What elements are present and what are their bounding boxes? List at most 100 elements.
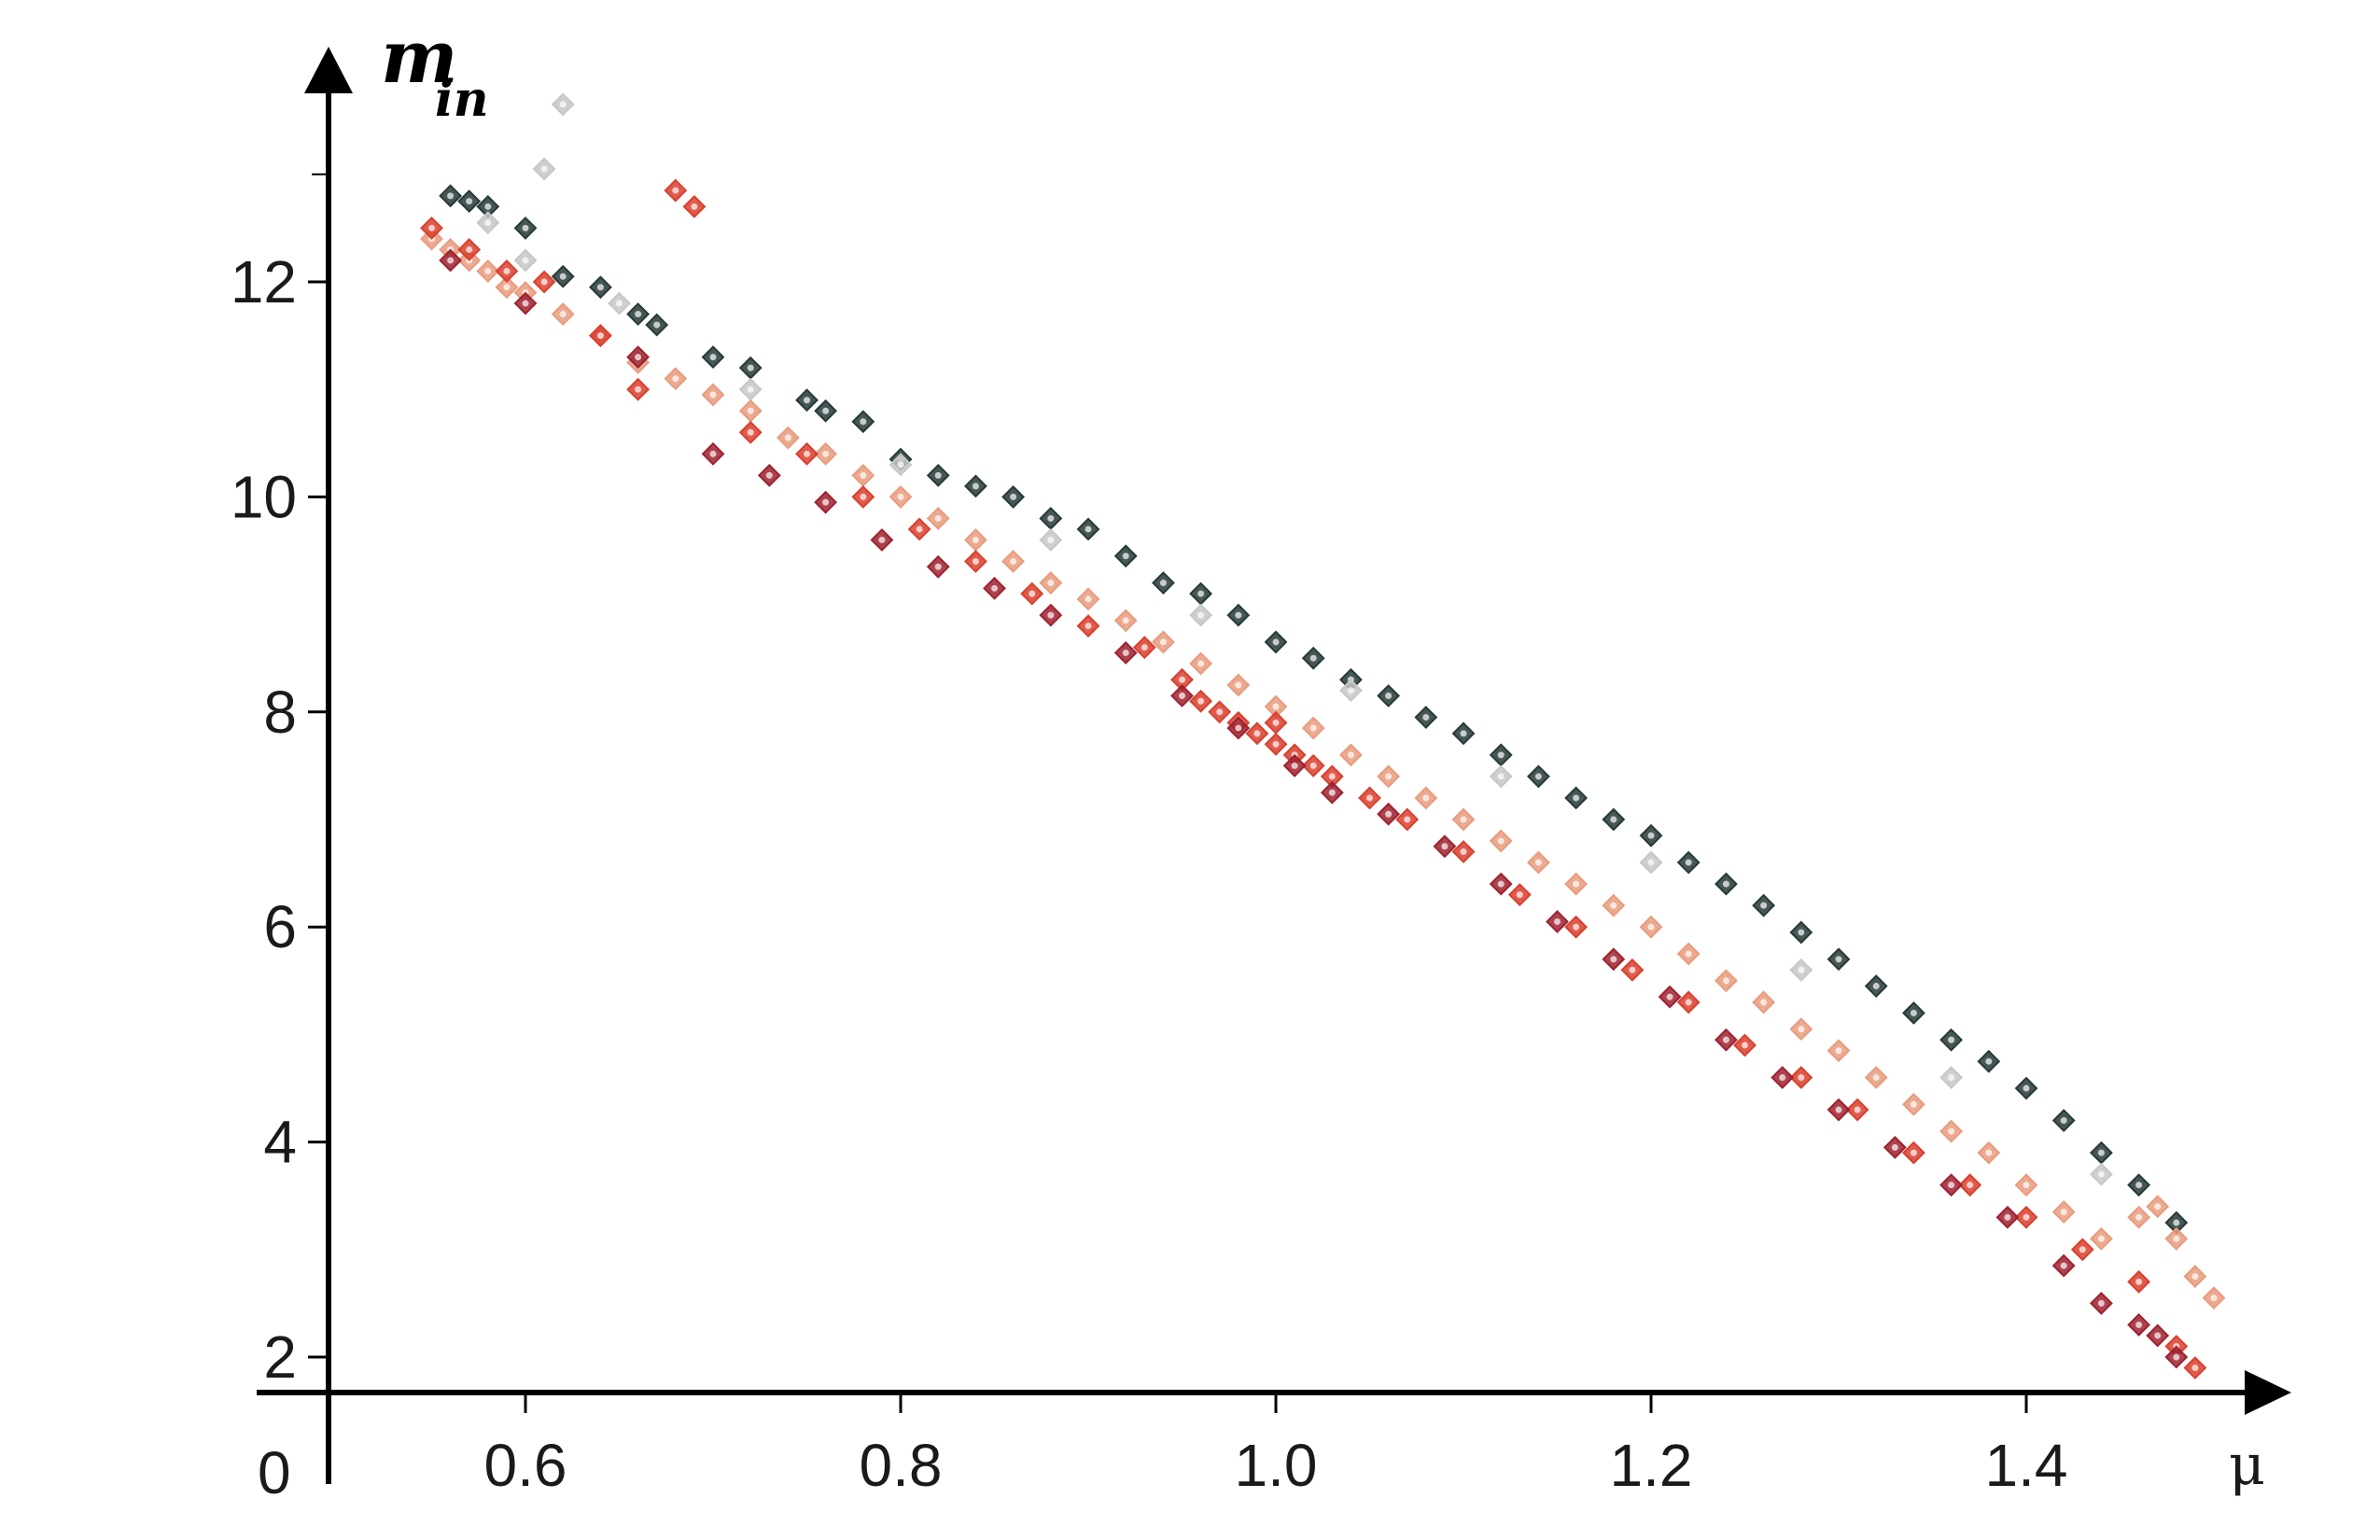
data-point-center bbox=[596, 332, 604, 340]
data-point-center bbox=[540, 165, 548, 173]
data-point-center bbox=[972, 536, 979, 543]
data-point-center bbox=[1573, 880, 1580, 888]
data-point-center bbox=[934, 563, 942, 570]
data-point-center bbox=[672, 187, 679, 194]
x-axis-label: μ bbox=[2229, 1433, 2265, 1498]
y-tick-label: 2 bbox=[263, 1323, 297, 1391]
data-point-center bbox=[1742, 1042, 1748, 1049]
data-point-center bbox=[559, 273, 567, 280]
data-point-center bbox=[1047, 611, 1055, 619]
data-point-center bbox=[2135, 1278, 2143, 1285]
data-point-center bbox=[540, 278, 548, 286]
data-point-center bbox=[1197, 697, 1205, 705]
data-point-center bbox=[1967, 1182, 1974, 1189]
data-point-center bbox=[1497, 880, 1505, 888]
data-point-center bbox=[1497, 773, 1505, 780]
data-point-center bbox=[765, 471, 773, 479]
data-point-center bbox=[2191, 1365, 2199, 1372]
data-point-center bbox=[934, 471, 942, 479]
data-points bbox=[420, 92, 2226, 1379]
data-point-center bbox=[2023, 1213, 2030, 1221]
data-point-center bbox=[1872, 983, 1880, 990]
y-axis-label: m bbox=[381, 15, 458, 100]
data-point-center bbox=[709, 391, 717, 399]
data-point-center bbox=[1010, 558, 1017, 566]
data-point-center bbox=[972, 483, 979, 490]
data-point-center bbox=[897, 493, 904, 500]
data-point-center bbox=[1910, 1149, 1917, 1156]
data-point-center bbox=[1534, 859, 1542, 866]
data-point-center bbox=[1948, 1182, 1955, 1189]
data-point-center bbox=[1309, 762, 1317, 769]
data-point-center bbox=[653, 321, 661, 329]
data-point-center bbox=[1159, 638, 1167, 646]
data-point-center bbox=[709, 354, 717, 361]
y-tick-label: 12 bbox=[231, 248, 297, 315]
data-point-center bbox=[447, 257, 455, 264]
data-point-center bbox=[747, 364, 754, 371]
data-point-center bbox=[503, 267, 511, 274]
data-point-center bbox=[1404, 816, 1411, 823]
data-point-center bbox=[1910, 1009, 1917, 1016]
data-point-center bbox=[484, 267, 492, 274]
data-point-center bbox=[2173, 1353, 2180, 1361]
data-point-center bbox=[1760, 902, 1768, 909]
data-point-center bbox=[1835, 956, 1842, 963]
data-point-center bbox=[2210, 1295, 2218, 1302]
data-point-center bbox=[1985, 1149, 1993, 1156]
y-axis-label-subscript: in bbox=[435, 71, 489, 128]
data-point-center bbox=[2173, 1235, 2180, 1242]
data-point-center bbox=[1235, 681, 1242, 689]
data-point-center bbox=[1854, 1106, 1861, 1113]
data-point-center bbox=[2135, 1182, 2143, 1189]
data-point-center bbox=[1253, 730, 1261, 737]
data-point-center bbox=[2154, 1203, 2162, 1211]
data-point-center bbox=[1685, 859, 1692, 866]
data-point-center bbox=[1085, 595, 1092, 603]
data-point-center bbox=[503, 284, 511, 291]
data-point-center bbox=[1798, 929, 1805, 936]
data-point-center bbox=[2135, 1213, 2143, 1221]
data-point-center bbox=[2154, 1332, 2162, 1339]
data-point-center bbox=[1047, 536, 1055, 543]
data-point-center bbox=[466, 198, 473, 205]
data-point-center bbox=[2191, 1273, 2199, 1281]
data-point-center bbox=[1798, 1026, 1805, 1033]
data-point-center bbox=[635, 354, 642, 361]
data-point-center bbox=[1291, 762, 1298, 769]
data-point-center bbox=[1647, 832, 1655, 839]
x-axis-arrow bbox=[2245, 1370, 2291, 1415]
data-point-center bbox=[822, 450, 830, 457]
data-point-center bbox=[1010, 493, 1017, 500]
data-point-center bbox=[1835, 1106, 1842, 1113]
data-point-center bbox=[1272, 740, 1280, 748]
data-point-center bbox=[747, 407, 754, 414]
data-point-center bbox=[1685, 999, 1692, 1006]
y-tick-label: 10 bbox=[231, 463, 297, 530]
data-point-center bbox=[1647, 859, 1655, 866]
data-point-center bbox=[616, 300, 623, 307]
data-point-center bbox=[691, 203, 698, 210]
data-point-center bbox=[635, 385, 642, 393]
data-point-center bbox=[2023, 1085, 2030, 1092]
data-point-center bbox=[484, 219, 492, 227]
data-point-center bbox=[635, 311, 642, 318]
data-point-center bbox=[1554, 917, 1561, 925]
data-point-center bbox=[1328, 773, 1336, 780]
data-point-center bbox=[1385, 773, 1393, 780]
data-point-center bbox=[1085, 623, 1092, 630]
data-point-center bbox=[1891, 1143, 1898, 1151]
data-point-center bbox=[1385, 693, 1393, 700]
y-tick-label: 6 bbox=[263, 893, 297, 960]
data-point-center bbox=[860, 471, 867, 479]
data-point-center bbox=[1798, 966, 1805, 973]
data-point-center bbox=[1347, 687, 1354, 694]
data-point-center bbox=[2097, 1170, 2105, 1178]
data-point-center bbox=[860, 418, 867, 426]
data-point-center bbox=[1422, 794, 1430, 802]
data-point-center bbox=[916, 525, 923, 533]
data-point-center bbox=[1497, 751, 1505, 759]
data-point-center bbox=[1573, 794, 1580, 802]
data-point-center bbox=[522, 224, 529, 231]
